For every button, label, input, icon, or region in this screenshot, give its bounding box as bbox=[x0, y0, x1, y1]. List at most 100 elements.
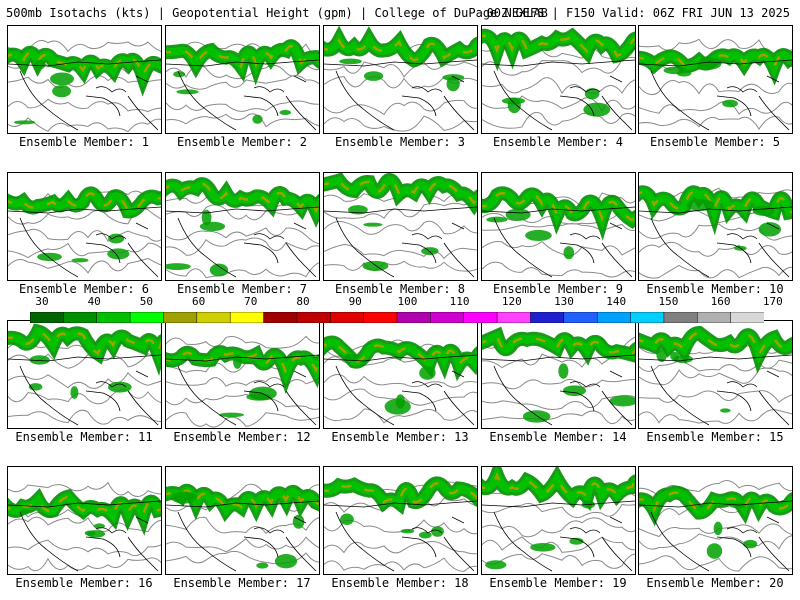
height-contour bbox=[482, 553, 635, 569]
jet-isotach-50kt bbox=[482, 189, 635, 231]
ensemble-member-label: Ensemble Member: 2 bbox=[176, 135, 308, 149]
isotach-patch bbox=[583, 102, 611, 117]
border-line bbox=[324, 500, 477, 508]
great-lakes-outline bbox=[411, 516, 465, 534]
height-contour bbox=[639, 409, 792, 424]
height-contour bbox=[324, 540, 477, 555]
colorbar-swatch bbox=[163, 311, 198, 324]
border-line bbox=[8, 206, 161, 214]
colorbar-swatch bbox=[263, 311, 298, 324]
map-svg bbox=[639, 38, 792, 131]
ensemble-member-map bbox=[323, 466, 478, 575]
jet-isotach-50kt bbox=[8, 326, 161, 367]
isotach-patch bbox=[706, 543, 723, 559]
ensemble-member-map bbox=[638, 25, 793, 134]
isotach-patch bbox=[670, 351, 680, 361]
coastline bbox=[493, 365, 633, 426]
isotach-patch bbox=[70, 386, 79, 399]
ensemble-member-label: Ensemble Member: 3 bbox=[334, 135, 466, 149]
isotach-patch bbox=[720, 408, 731, 413]
isotach-patch bbox=[37, 252, 62, 262]
jet-isotach-60kt bbox=[324, 482, 477, 506]
ensemble-member-map bbox=[323, 172, 478, 281]
ensemble-member-map bbox=[165, 320, 320, 429]
great-lakes-outline bbox=[253, 222, 307, 240]
isotach-patch bbox=[663, 66, 688, 75]
colorbar-swatch bbox=[663, 311, 699, 324]
height-contour bbox=[8, 409, 161, 425]
colorbar-tick-label: 130 bbox=[554, 295, 574, 308]
ensemble-member-label: Ensemble Member: 6 bbox=[18, 282, 150, 296]
border-line bbox=[639, 354, 792, 362]
height-contour bbox=[166, 227, 319, 245]
ensemble-member-map bbox=[7, 466, 162, 575]
height-contour bbox=[324, 408, 477, 424]
height-contour bbox=[166, 536, 319, 553]
colorbar-tick-label: 80 bbox=[296, 295, 310, 308]
ensemble-member-label: Ensemble Member: 4 bbox=[492, 135, 624, 149]
isotach-patch bbox=[71, 258, 89, 263]
border-line bbox=[166, 59, 319, 67]
colorbar-tick-label: 110 bbox=[449, 295, 470, 308]
coastline bbox=[19, 217, 159, 278]
ensemble-member-label: Ensemble Member: 13 bbox=[331, 430, 469, 444]
coastline bbox=[650, 511, 790, 572]
isotach-patch bbox=[279, 109, 292, 116]
colorbar-swatch bbox=[229, 311, 265, 324]
isotach-patch bbox=[563, 246, 575, 260]
map-svg bbox=[8, 323, 161, 426]
isotach-patch bbox=[729, 502, 747, 509]
jet-isotach-60kt bbox=[482, 471, 635, 500]
colorbar-swatch bbox=[129, 311, 165, 324]
map-svg bbox=[639, 185, 792, 279]
isotach-patch bbox=[292, 514, 305, 529]
map-svg bbox=[166, 39, 319, 131]
height-contour bbox=[324, 115, 477, 132]
great-lakes-outline bbox=[726, 75, 780, 93]
isotach-patch bbox=[246, 393, 272, 401]
ensemble-member-label: Ensemble Member: 19 bbox=[489, 576, 627, 590]
border-line bbox=[166, 206, 319, 214]
border-line bbox=[482, 354, 635, 362]
jet-isotach-50kt bbox=[639, 329, 792, 366]
height-contour bbox=[639, 390, 792, 403]
map-svg bbox=[166, 177, 319, 279]
height-contour bbox=[639, 223, 792, 241]
isotach-patch bbox=[363, 71, 384, 81]
great-lakes-outline bbox=[726, 222, 780, 240]
isotach-patch bbox=[743, 539, 758, 549]
isotach-patch bbox=[363, 222, 383, 227]
height-contour bbox=[639, 359, 792, 372]
ensemble-member-label: Ensemble Member: 16 bbox=[15, 576, 153, 590]
great-lakes-outline bbox=[253, 516, 307, 534]
jet-isotach-60kt bbox=[166, 182, 319, 214]
border-line bbox=[482, 59, 635, 67]
jet-isotach-50kt bbox=[324, 31, 477, 65]
colorbar-tick-label: 120 bbox=[501, 295, 522, 308]
height-contour bbox=[324, 557, 477, 572]
height-contour bbox=[324, 202, 477, 219]
isotach-patch bbox=[201, 209, 212, 226]
great-lakes-outline bbox=[95, 222, 149, 240]
height-contour bbox=[324, 243, 477, 260]
colorbar-swatch bbox=[63, 311, 98, 324]
great-lakes-outline bbox=[411, 222, 465, 240]
great-lakes-outline bbox=[569, 516, 623, 534]
colorbar-tick-label: 100 bbox=[397, 295, 418, 308]
height-contour bbox=[482, 536, 635, 553]
height-contour bbox=[482, 517, 635, 538]
ensemble-member-label: Ensemble Member: 12 bbox=[173, 430, 311, 444]
height-contour bbox=[639, 241, 792, 257]
coastline bbox=[493, 217, 633, 278]
great-lakes-outline bbox=[411, 75, 465, 93]
height-contour bbox=[8, 228, 161, 242]
ensemble-member-label: Ensemble Member: 9 bbox=[492, 282, 624, 296]
coastline bbox=[177, 511, 317, 572]
isotach-patch bbox=[362, 260, 389, 272]
coastline bbox=[19, 511, 159, 572]
height-contour bbox=[324, 61, 477, 78]
colorbar-swatch bbox=[430, 311, 465, 324]
isotach-patch bbox=[446, 76, 460, 92]
height-contour bbox=[8, 372, 161, 389]
colorbar-swatch bbox=[330, 311, 365, 324]
